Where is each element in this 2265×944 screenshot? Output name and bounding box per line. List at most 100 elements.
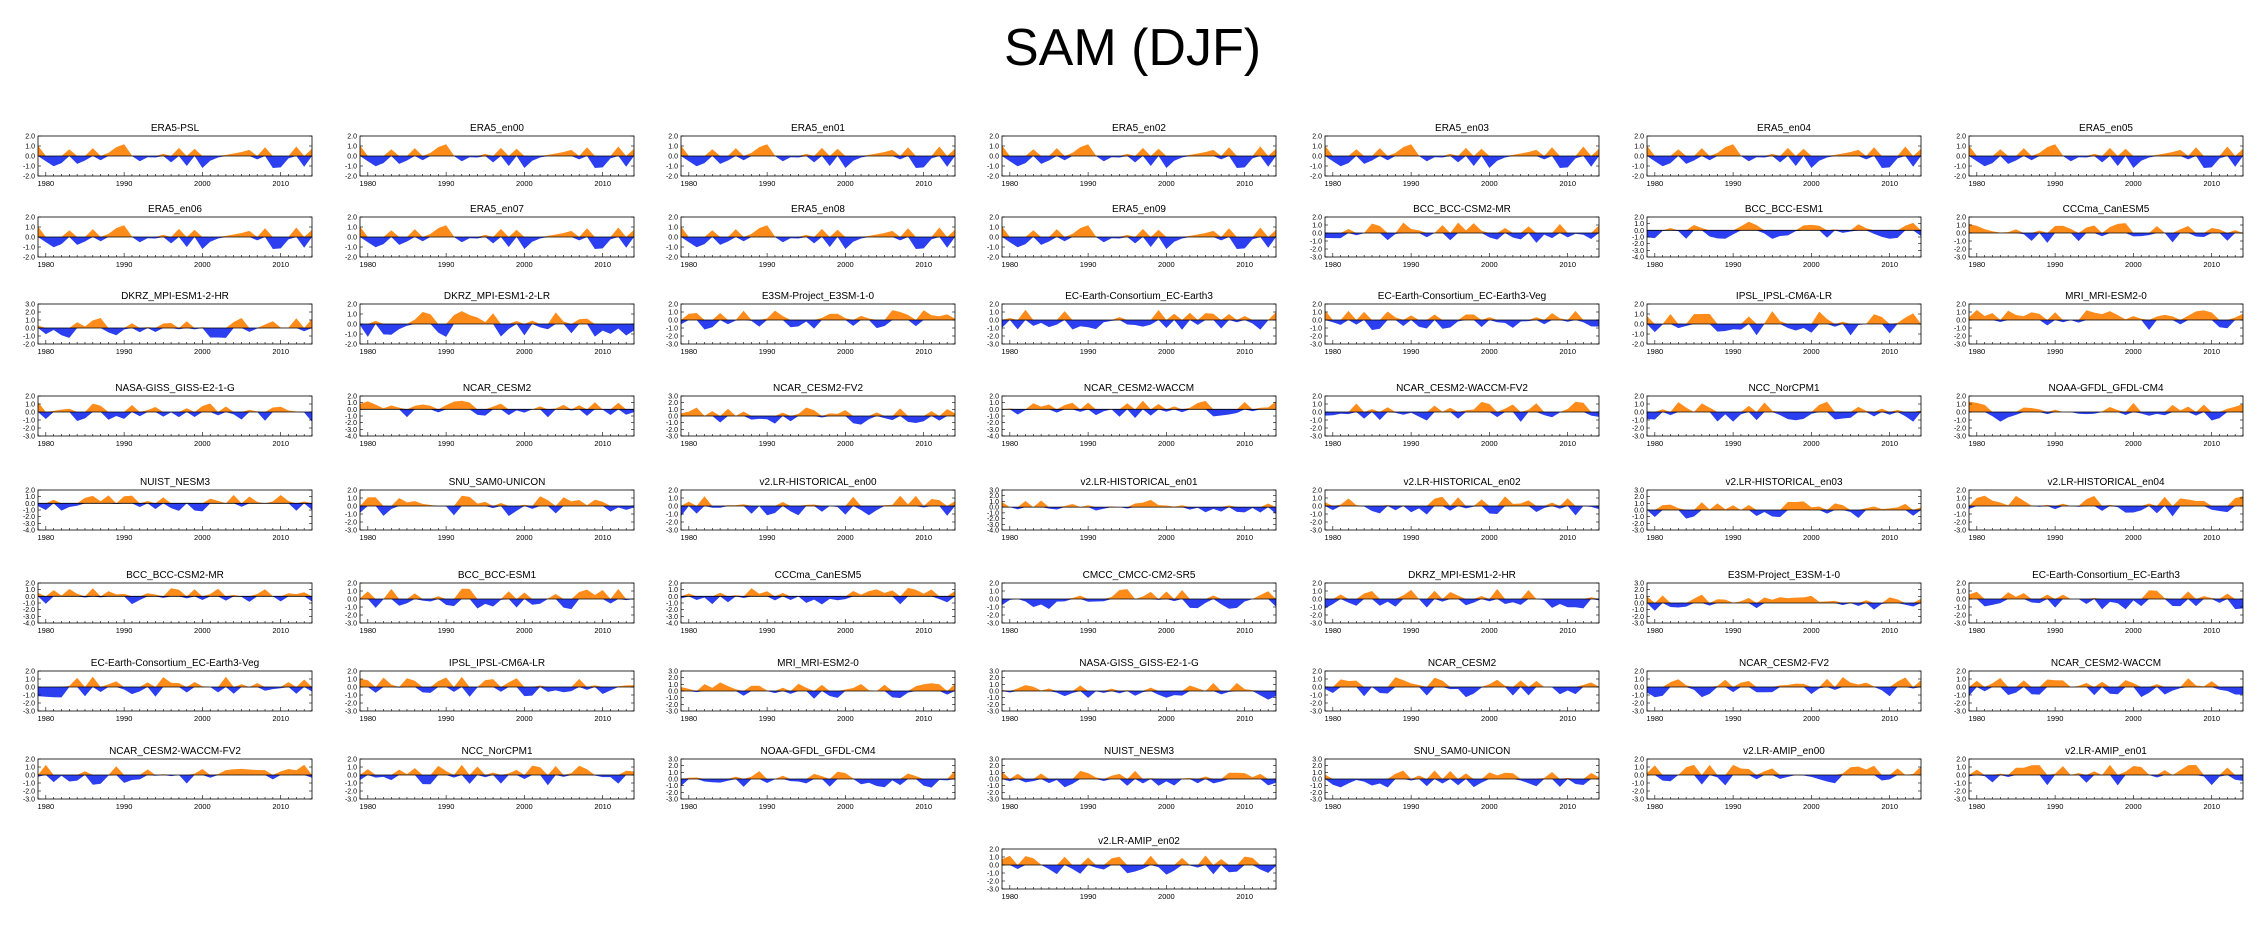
positive-area bbox=[1002, 144, 1276, 156]
y-tick-label: -1.0 bbox=[666, 783, 678, 790]
x-tick-label: 2000 bbox=[194, 439, 211, 448]
sam-panel: CMCC_CMCC-CM2-SR52.01.00.0-1.0-2.0-3.019… bbox=[987, 570, 1277, 635]
x-tick-label: 1990 bbox=[759, 347, 776, 356]
y-tick-label: 2.0 bbox=[347, 215, 357, 222]
x-tick-label: 1990 bbox=[116, 802, 133, 811]
y-tick-label: -3.0 bbox=[987, 522, 999, 529]
x-tick-label: 2000 bbox=[837, 533, 854, 542]
y-tick-label: 0.0 bbox=[25, 501, 35, 508]
positive-area bbox=[360, 144, 634, 156]
x-tick-label: 2010 bbox=[2203, 714, 2220, 723]
negative-area bbox=[1002, 507, 1276, 514]
y-tick-label: 0.0 bbox=[347, 685, 357, 692]
x-tick-label: 1980 bbox=[680, 179, 697, 188]
x-tick-label: 1990 bbox=[2047, 260, 2064, 269]
x-tick-label: 2000 bbox=[194, 347, 211, 356]
x-tick-label: 2000 bbox=[1158, 714, 1175, 723]
x-tick-label: 1990 bbox=[116, 714, 133, 723]
x-tick-label: 2000 bbox=[1158, 802, 1175, 811]
x-tick-label: 1980 bbox=[1001, 892, 1018, 901]
y-tick-label: 1.0 bbox=[347, 677, 357, 684]
panel-frame bbox=[359, 670, 635, 712]
positive-area bbox=[1002, 770, 1276, 779]
y-tick-label: 0.0 bbox=[989, 689, 999, 696]
y-tick-label: 3.0 bbox=[989, 757, 999, 764]
y-tick-label: -1.0 bbox=[345, 781, 357, 788]
negative-area bbox=[360, 237, 634, 250]
negative-area bbox=[360, 324, 634, 337]
y-tick-label: -2.0 bbox=[23, 607, 35, 614]
y-tick-label: 0.0 bbox=[1634, 228, 1644, 235]
x-tick-label: 2010 bbox=[594, 802, 611, 811]
y-tick-label: 2.0 bbox=[989, 847, 999, 854]
y-tick-label: -2.0 bbox=[1310, 701, 1322, 708]
y-tick-label: -1.0 bbox=[1954, 512, 1966, 519]
y-tick-label: -4.0 bbox=[1632, 255, 1644, 262]
sam-panel: EC-Earth-Consortium_EC-Earth3-Veg 2.01.00… bbox=[1310, 291, 1600, 356]
y-tick-label: 0.0 bbox=[668, 504, 678, 511]
positive-area bbox=[1969, 677, 2243, 687]
y-tick-label: -2.0 bbox=[1310, 174, 1322, 181]
x-tick-label: 1990 bbox=[1403, 179, 1420, 188]
x-tick-label: 1980 bbox=[1001, 533, 1018, 542]
panel-frame bbox=[1001, 489, 1277, 531]
negative-area bbox=[1969, 599, 2243, 610]
sam-panel: BCC_BCC-ESM1 2.01.00.0-1.0-2.0-3.0-4.0198… bbox=[1632, 204, 1922, 269]
sam-panel: v2.LR-AMIP_en01 2.01.00.0-1.0-2.0-3.01980… bbox=[1954, 746, 2244, 811]
panel-frame bbox=[1968, 395, 2244, 437]
positive-area bbox=[681, 310, 955, 320]
panel-title: CCCma_CanESM5 bbox=[2063, 204, 2150, 215]
y-tick-label: -1.0 bbox=[23, 601, 35, 608]
panel-title: ERA5_en06 bbox=[148, 204, 202, 215]
y-tick-label: 0.0 bbox=[668, 414, 678, 421]
y-tick-label: 1.0 bbox=[1634, 312, 1644, 319]
x-tick-label: 1980 bbox=[1001, 802, 1018, 811]
x-tick-label: 1980 bbox=[1001, 179, 1018, 188]
negative-area bbox=[360, 506, 634, 517]
y-tick-label: 2.0 bbox=[668, 763, 678, 770]
panel-title: E3SM-Project_E3SM-1-0 bbox=[1728, 570, 1841, 581]
y-tick-label: 2.0 bbox=[25, 134, 35, 141]
x-tick-label: 1980 bbox=[1646, 714, 1663, 723]
x-tick-label: 1980 bbox=[680, 347, 697, 356]
x-tick-label: 1980 bbox=[359, 626, 376, 635]
panel-frame bbox=[37, 489, 313, 531]
positive-area bbox=[1647, 221, 1921, 231]
y-tick-label: 1.0 bbox=[1634, 765, 1644, 772]
panel-title: CMCC_CMCC-CM2-SR5 bbox=[1083, 570, 1196, 581]
y-tick-label: 1.0 bbox=[1634, 221, 1644, 228]
x-tick-label: 2010 bbox=[1881, 714, 1898, 723]
y-tick-label: 0.0 bbox=[25, 685, 35, 692]
x-tick-label: 2000 bbox=[516, 533, 533, 542]
y-tick-label: 2.0 bbox=[668, 215, 678, 222]
panel-frame bbox=[359, 395, 635, 437]
negative-area bbox=[38, 156, 312, 169]
x-tick-label: 2000 bbox=[1481, 347, 1498, 356]
y-tick-label: -1.0 bbox=[987, 783, 999, 790]
x-tick-label: 1990 bbox=[1080, 533, 1097, 542]
y-tick-label: -2.0 bbox=[345, 342, 357, 349]
panel-frame bbox=[1968, 670, 2244, 712]
positive-area bbox=[360, 588, 634, 599]
y-tick-label: 1.0 bbox=[347, 312, 357, 319]
y-tick-label: -2.0 bbox=[1632, 174, 1644, 181]
positive-area bbox=[1969, 144, 2243, 156]
y-tick-label: 0.0 bbox=[989, 235, 999, 242]
x-tick-label: 1980 bbox=[1968, 626, 1985, 635]
y-tick-label: 0.0 bbox=[668, 318, 678, 325]
x-tick-label: 1990 bbox=[1725, 347, 1742, 356]
positive-area bbox=[38, 676, 312, 687]
y-tick-label: 2.0 bbox=[347, 134, 357, 141]
y-tick-label: 2.0 bbox=[1312, 669, 1322, 676]
negative-area bbox=[360, 599, 634, 610]
y-tick-label: 2.0 bbox=[989, 763, 999, 770]
sam-panel: BCC_BCC-CSM2-MR 2.01.00.0-1.0-2.0-3.0-4.0… bbox=[23, 570, 313, 635]
x-tick-label: 2000 bbox=[2125, 626, 2142, 635]
x-tick-label: 2000 bbox=[194, 714, 211, 723]
panel-title: EC-Earth-Consortium_EC-Earth3-Veg bbox=[1378, 291, 1546, 302]
panel-title: EC-Earth-Consortium_EC-Earth3 bbox=[2032, 570, 2180, 581]
x-tick-label: 2010 bbox=[915, 626, 932, 635]
